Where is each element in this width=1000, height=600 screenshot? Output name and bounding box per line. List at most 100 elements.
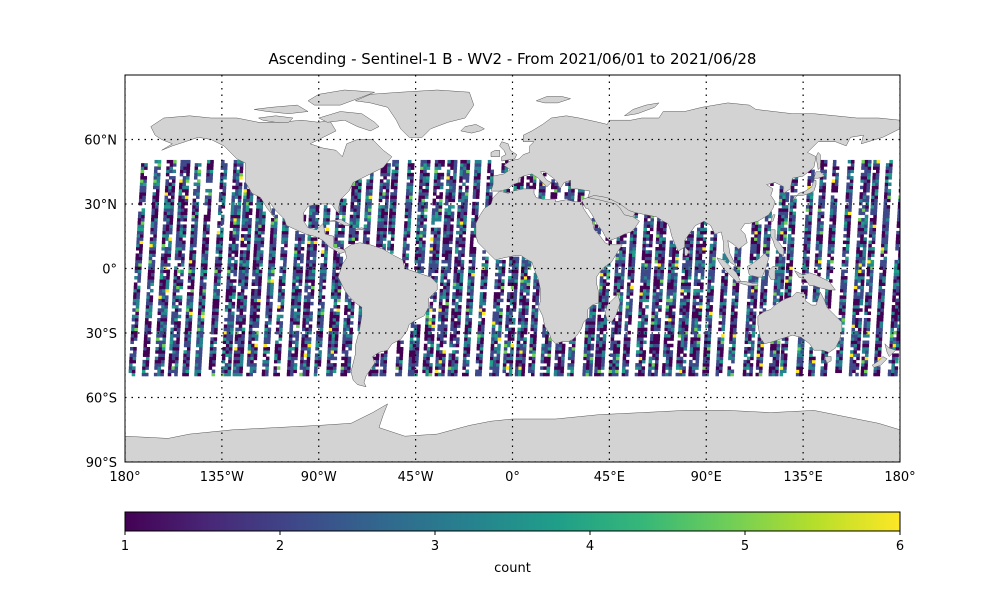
count-cell [220,176,224,180]
count-cell [496,363,500,367]
count-cell [696,288,701,293]
count-cell [394,182,398,187]
count-cell [301,237,305,241]
count-cell [169,337,174,341]
count-cell [321,240,326,245]
count-cell [266,292,271,296]
count-cell [553,192,558,196]
count-cell [462,363,467,367]
count-cell [351,182,356,187]
count-cell [336,305,341,309]
count-cell [174,363,179,367]
count-cell [343,369,348,374]
count-cell [161,247,165,251]
count-cell [479,350,484,354]
count-cell [485,198,489,203]
count-cell [331,282,336,286]
count-cell [152,250,156,254]
count-cell [503,356,507,361]
count-cell [631,256,636,261]
count-cell [296,317,301,322]
count-cell [176,227,180,232]
count-cell [279,269,283,274]
count-cell [200,327,204,332]
count-cell [422,176,427,180]
count-cell [688,272,692,277]
count-cell [364,214,368,219]
count-cell [205,237,210,241]
count-cell [153,172,158,177]
count-cell [441,311,446,316]
count-cell [722,314,726,319]
count-cell [188,327,192,332]
count-cell [475,356,480,361]
count-cell [477,324,482,328]
count-cell [588,327,592,332]
count-cell [543,172,547,177]
count-cell [511,266,516,270]
count-cell [318,343,323,348]
count-cell [668,253,673,257]
count-cell [528,259,532,264]
count-cell [227,372,231,377]
count-cell [257,298,261,303]
count-cell [384,217,388,222]
count-cell [601,305,605,309]
count-cell [521,308,526,312]
count-cell [139,250,143,254]
count-cell [178,247,183,251]
count-cell [683,240,688,245]
count-cell [221,159,225,164]
count-cell [161,356,165,361]
count-cell [342,343,346,348]
count-cell [177,321,181,325]
count-cell [185,363,190,367]
count-cell [463,221,467,225]
count-cell [561,343,566,348]
count-cell [282,266,287,270]
count-cell [308,327,313,332]
count-cell [519,288,524,293]
count-cell [212,301,217,306]
count-cell [186,359,190,364]
count-cell [451,353,456,357]
count-cell [624,324,629,328]
count-cell [160,321,164,325]
count-cell [255,330,259,335]
count-cell [237,350,241,354]
count-cell [471,276,475,280]
count-cell [170,327,174,332]
count-cell [240,159,244,164]
count-cell [428,369,433,374]
count-cell [167,247,172,251]
count-cell [426,356,430,361]
count-cell [688,369,693,374]
count-cell [693,292,697,296]
count-cell [655,359,659,364]
count-cell [227,263,232,267]
count-cell [253,298,258,303]
count-cell [555,346,559,351]
count-cell [735,285,740,290]
count-cell [164,305,168,309]
count-cell [236,227,240,232]
count-cell [230,317,235,322]
count-cell [624,372,629,377]
count-cell [171,195,175,199]
count-cell [362,240,367,245]
count-cell [669,240,674,245]
count-cell [713,243,717,248]
count-cell [152,201,156,206]
count-cell [272,240,277,245]
count-cell [431,221,435,225]
count-cell [484,266,489,270]
count-cell [335,327,339,332]
count-cell [416,334,421,338]
count-cell [438,314,442,319]
count-cell [259,256,264,261]
count-cell [433,292,437,296]
count-cell [485,192,490,196]
count-cell [672,301,676,306]
count-cell [185,314,190,319]
count-cell [243,185,248,190]
